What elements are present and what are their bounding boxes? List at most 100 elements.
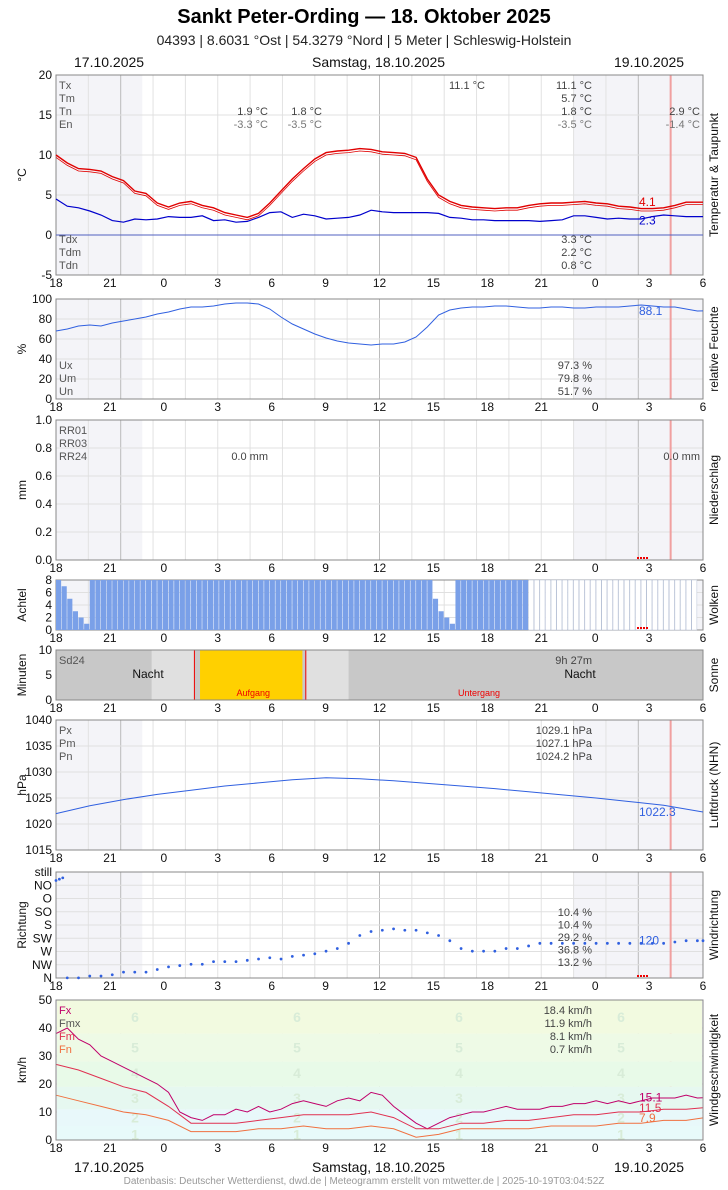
cloud-bar	[207, 580, 214, 630]
direction-point	[324, 949, 328, 953]
x-tick-label: 6	[700, 276, 707, 290]
stat-value: 13.2 %	[558, 957, 592, 969]
cloud-bar	[230, 580, 236, 630]
x-tick-label: 15	[427, 276, 441, 290]
cloud-bar	[455, 580, 461, 630]
direction-point	[684, 939, 688, 943]
direction-point	[57, 877, 61, 881]
direction-point	[144, 970, 148, 974]
direction-point	[515, 947, 519, 950]
cloud-bar	[595, 579, 602, 631]
x-tick-label: 9	[322, 1141, 329, 1155]
cloud-bar	[578, 579, 585, 631]
precip-day1: 0.0 mm	[231, 451, 268, 463]
y-tick-label: 80	[39, 312, 53, 326]
x-tick-label: 18	[481, 979, 495, 993]
beaufort-number: 6	[617, 1009, 625, 1025]
y-tick-label: 5	[45, 188, 52, 202]
date-left: 17.10.2025	[74, 1159, 145, 1175]
side-label: Niederschlag	[707, 455, 721, 525]
y-tick-label: -5	[41, 268, 52, 282]
cloud-bar	[449, 623, 455, 630]
date-center: Samstag, 18.10.2025	[312, 1159, 446, 1175]
cloud-bar	[342, 580, 349, 630]
x-tick-label: 12	[373, 631, 387, 645]
direction-point	[167, 965, 170, 969]
stat-value: 8.1 km/h	[550, 1031, 592, 1043]
x-tick-label: 18	[49, 701, 63, 715]
cloud-bar	[500, 580, 506, 630]
y-tick-label: 1.0	[35, 413, 52, 427]
gust-end-label: 15.1	[639, 1091, 663, 1105]
beaufort-band	[57, 1033, 702, 1062]
cloud-bar	[533, 579, 540, 631]
stat-label: Un	[59, 386, 73, 398]
panel-border	[55, 74, 704, 276]
cloud-bar	[72, 611, 79, 630]
cloud-bar	[663, 579, 669, 631]
x-tick-label: 18	[49, 631, 63, 645]
night-shade-left	[56, 299, 143, 399]
x-tick-label: 21	[535, 979, 549, 993]
direction-point	[189, 962, 193, 966]
stat-value: 1.8 °C	[561, 106, 592, 118]
x-tick-label: 3	[646, 979, 653, 993]
stat-value: -3.5 °C	[288, 119, 322, 131]
cloud-bar	[236, 580, 242, 630]
panel-1	[55, 298, 704, 400]
direction-point	[61, 876, 65, 880]
stat-label: Fx	[59, 1005, 72, 1017]
x-tick-label: 6	[700, 979, 707, 993]
y-tick-label: 0.4	[35, 497, 52, 511]
panel-border	[55, 419, 704, 561]
cloud-bar	[241, 580, 247, 630]
y-tick-label: O	[43, 892, 52, 906]
twilight-morning	[151, 650, 195, 700]
direction-point	[662, 941, 666, 945]
cloud-bar	[359, 580, 365, 630]
x-tick-label: 3	[214, 561, 221, 575]
x-tick-label: 6	[700, 631, 707, 645]
beaufort-number: 1	[617, 1126, 625, 1142]
cloud-bar	[652, 579, 658, 631]
beaufort-number: 5	[293, 1040, 301, 1056]
cloud-bar	[382, 580, 388, 630]
direction-point	[178, 964, 182, 967]
side-label: relative Feuchte	[707, 306, 721, 392]
direction-point	[88, 974, 92, 978]
direction-point	[504, 947, 508, 950]
stat-value: 36.8 %	[558, 945, 592, 957]
dew-stat-label: Tdm	[59, 247, 81, 259]
cloud-bar	[668, 579, 675, 631]
direction-point	[110, 973, 114, 977]
direction-point	[245, 958, 249, 962]
x-tick-label: 15	[427, 851, 441, 865]
temperature-line-2	[55, 150, 703, 221]
x-tick-label: 0	[592, 400, 599, 414]
beaufort-number: 6	[131, 1009, 139, 1025]
direction-point	[65, 976, 69, 980]
direction-point	[234, 960, 238, 964]
cloud-bar	[691, 579, 698, 631]
direction-point	[673, 940, 677, 944]
cloud-bar	[269, 580, 275, 630]
cloud-bar	[264, 580, 270, 630]
cloud-bar	[61, 586, 67, 630]
beaufort-number: 4	[293, 1065, 301, 1081]
cloud-bar	[174, 580, 180, 630]
x-tick-label: 9	[322, 701, 329, 715]
x-tick-label: 0	[592, 701, 599, 715]
panel-border	[55, 871, 704, 979]
x-tick-label: 9	[322, 851, 329, 865]
cloud-bar	[494, 580, 500, 630]
cloud-bar	[528, 579, 534, 631]
cloud-bar	[562, 579, 568, 631]
stat-value: 97.3 %	[558, 360, 592, 372]
mean-end-label: 7.9	[639, 1111, 656, 1125]
direction-end-label: 120	[639, 934, 659, 948]
stat-value: 1024.2 hPa	[536, 751, 593, 763]
y-tick-label: 15	[39, 108, 53, 122]
y-tick-label: 0.2	[35, 525, 52, 539]
y-tick-label: 40	[39, 1021, 53, 1035]
